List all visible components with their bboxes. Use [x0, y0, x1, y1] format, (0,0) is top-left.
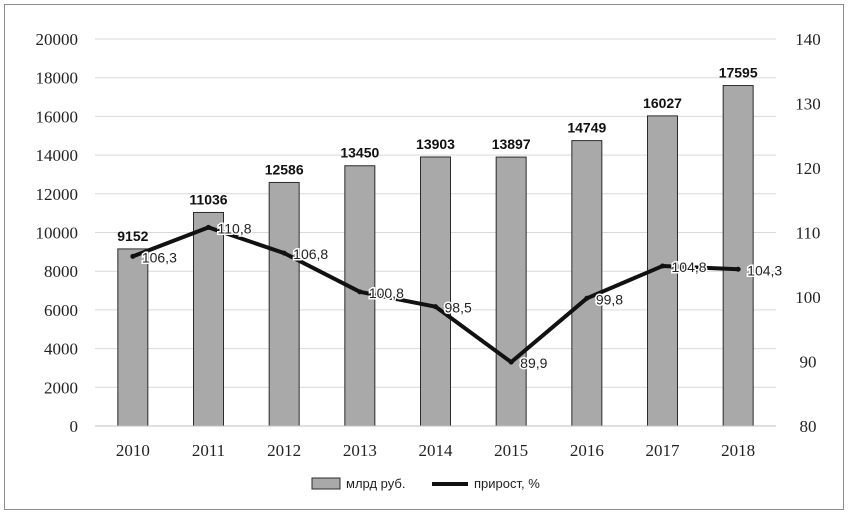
- y-right-tick-label: 140: [795, 30, 821, 49]
- y-left-tick-label: 16000: [36, 107, 79, 126]
- bar: [722, 85, 754, 427]
- line-data-label: 104,8: [672, 259, 707, 275]
- legend-line-label: прирост, %: [474, 476, 540, 491]
- line-point: [281, 250, 287, 256]
- x-tick-label: 2011: [192, 441, 225, 460]
- line-point: [735, 266, 741, 272]
- line-point: [584, 295, 590, 301]
- bar-data-label: 17595: [719, 65, 758, 81]
- y-right-tick-label: 90: [800, 353, 817, 372]
- bar-data-label: 14749: [567, 120, 606, 136]
- y-right-tick-label: 110: [796, 224, 821, 243]
- bar-data-label: 11036: [189, 191, 227, 207]
- y-left-tick-label: 0: [70, 417, 79, 436]
- x-tick-label: 2014: [419, 441, 454, 460]
- line-point: [206, 224, 211, 230]
- bar-data-label: 9152: [117, 228, 148, 244]
- y-left-tick-label: 20000: [36, 30, 79, 49]
- bar: [117, 248, 149, 427]
- y-left-tick-label: 4000: [44, 340, 78, 359]
- line-data-label: 110,8: [218, 220, 252, 236]
- y-left-tick-label: 18000: [36, 69, 79, 88]
- y-right-tick-label: 120: [795, 159, 821, 178]
- y-left-tick-label: 8000: [44, 262, 78, 281]
- x-tick-label: 2017: [646, 441, 681, 460]
- bar-data-label: 13903: [416, 136, 455, 152]
- line-data-label: 106,3: [142, 249, 177, 265]
- line-data-label: 100,8: [369, 285, 404, 301]
- line-data-label: 89,9: [520, 355, 547, 371]
- y-right-tick-label: 130: [795, 95, 821, 114]
- line-data-label: 104,3: [747, 262, 782, 278]
- legend: млрд руб. прирост, %: [311, 476, 540, 491]
- x-tick-label: 2015: [494, 441, 528, 460]
- y-left-tick-label: 6000: [44, 301, 78, 320]
- bar: [193, 211, 224, 427]
- x-tick-label: 2013: [343, 441, 377, 460]
- line-point: [130, 253, 136, 259]
- bar-data-label: 13897: [492, 136, 531, 152]
- y-left-tick-label: 12000: [36, 185, 79, 204]
- bar: [495, 156, 527, 427]
- bar: [420, 156, 451, 427]
- y-right-tick-label: 100: [795, 288, 821, 307]
- line-data-label: 98,5: [445, 300, 472, 316]
- y-left-tick-label: 14000: [36, 146, 79, 165]
- bar: [344, 165, 376, 427]
- bar-data-label: 13450: [340, 145, 379, 161]
- line-point: [660, 263, 665, 269]
- bar-series: 9152 11036 12586 13450 13903 13897 14749 16027 1…: [117, 65, 758, 427]
- bar: [571, 140, 603, 427]
- y-left-tick-label: 2000: [44, 378, 78, 397]
- x-tick-label: 2018: [721, 441, 755, 460]
- legend-bar-swatch: [311, 477, 341, 490]
- x-tick-label: 2010: [116, 441, 150, 460]
- bar: [268, 181, 300, 427]
- x-tick-label: 2012: [267, 441, 301, 460]
- line-point: [508, 359, 514, 365]
- line-point: [357, 289, 363, 295]
- legend-bar-label: млрд руб.: [346, 476, 405, 491]
- bar-data-label: 16027: [643, 95, 682, 111]
- y-left-tick-label: 10000: [36, 224, 79, 243]
- axes: 0 2000 4000 6000 8000 10000 12000 14000 16000 180…: [36, 30, 821, 460]
- line-point: [433, 304, 438, 310]
- y-right-tick-label: 80: [800, 417, 817, 436]
- line-data-label: 99,8: [596, 291, 623, 307]
- line-series: 106,3 110,8 106,8 100,8 98,5 89,9 99,8 104,8 104…: [130, 219, 784, 373]
- x-tick-label: 2016: [570, 441, 604, 460]
- line-data-label: 106,8: [293, 246, 328, 262]
- bar-data-label: 12586: [265, 161, 304, 177]
